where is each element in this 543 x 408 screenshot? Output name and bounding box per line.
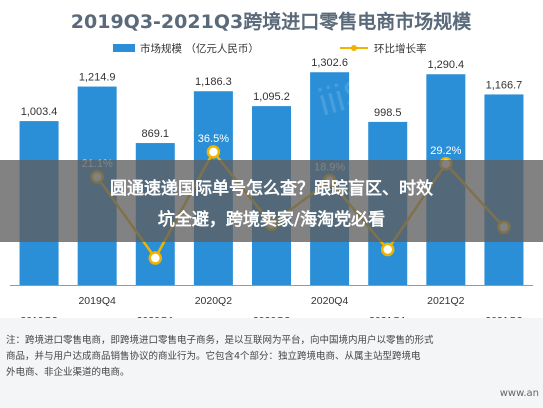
headline-overlay: 圆通速递国际单号怎么查？跟踪盲区、时效 坑全避，跨境卖家/海淘党必看: [0, 160, 543, 242]
legend: 市场规模 （亿元人民币） 环比增长率: [113, 42, 427, 55]
growth-marker-2020Q1: [148, 251, 163, 265]
bar-value-label: 1,214.9: [79, 72, 116, 84]
x-tick-label: 2020Q4: [311, 295, 349, 307]
bar-value-label: 1,302.6: [311, 57, 348, 69]
legend-swatch-marker: [351, 45, 357, 51]
bar-value-label: 1,186.3: [195, 76, 232, 88]
footnote-line-2: 商品，并与用户达成商品销售协议的商业行为。它包含4个部分：独立跨境电商、从属主站…: [6, 351, 421, 362]
bar-value-label: 1,290.4: [427, 59, 464, 71]
source-text: www.an: [499, 388, 539, 399]
growth-marker-2020Q2: [206, 145, 221, 159]
bar-value-label: 998.5: [374, 107, 402, 119]
footnote-line-3: 外电商、非企业渠道的电商。: [6, 367, 130, 378]
x-tick-label: 2021Q2: [427, 295, 465, 307]
growth-marker-2021Q1: [380, 242, 395, 257]
growth-value-label: 36.5%: [198, 133, 229, 145]
bar-value-label: 869.1: [142, 128, 170, 140]
chart-title: 2019Q3-2021Q3跨境进口零售电商市场规模: [71, 10, 472, 33]
x-tick-label: 2020Q2: [195, 295, 233, 307]
headline-line-1: 圆通速递国际单号怎么查？跟踪盲区、时效: [110, 179, 433, 199]
footnote-line-1: 注：跨境进口零售电商，即跨境进口零售电子商务，是以互联网为平台，向中国境内用户以…: [6, 335, 434, 346]
headline-line-2: 坑全避，跨境卖家/海淘党必看: [157, 210, 386, 230]
legend-label-line: 环比增长率: [374, 42, 427, 55]
footnote-panel: 注：跨境进口零售电商，即跨境进口零售电子商务，是以互联网为平台，向中国境内用户以…: [0, 318, 543, 408]
bar-value-label: 1,003.4: [21, 106, 58, 118]
bar-value-label: 1,166.7: [486, 79, 523, 91]
growth-value-label: 29.2%: [430, 145, 461, 157]
x-tick-label: 2019Q4: [78, 295, 116, 307]
bar-value-label: 1,095.2: [253, 91, 290, 103]
legend-swatch-bar: [113, 44, 135, 52]
legend-label-bar: 市场规模 （亿元人民币）: [140, 42, 259, 55]
